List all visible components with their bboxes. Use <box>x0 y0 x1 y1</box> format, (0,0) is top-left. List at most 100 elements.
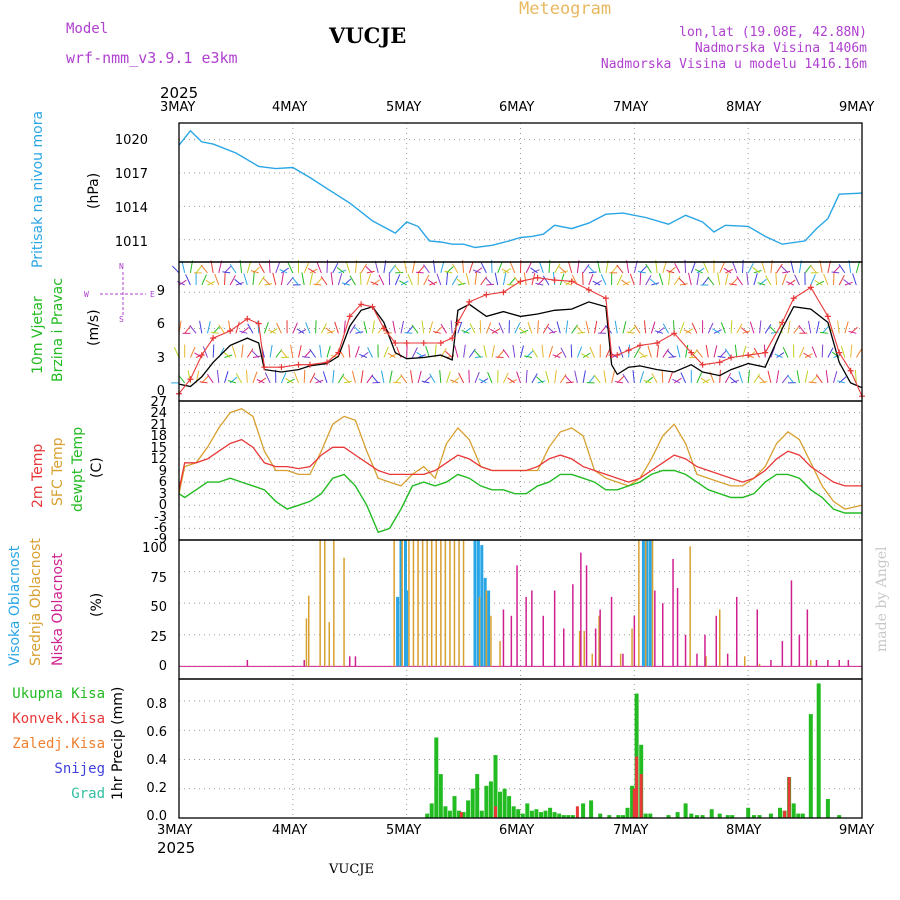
wind-arrow <box>258 275 265 286</box>
precip-bar <box>700 815 705 818</box>
wind-arrow <box>738 371 743 384</box>
wind-arrow <box>809 264 817 274</box>
precip-bar <box>543 810 548 818</box>
year-label-top: 2025 <box>160 84 199 102</box>
wind-arrow <box>337 373 345 384</box>
precip-bar <box>837 815 842 818</box>
year-label-bottom: 2025 <box>157 839 196 857</box>
wind-arrow <box>804 353 813 358</box>
wind-arrow <box>474 371 480 384</box>
wind-arrow <box>654 330 663 334</box>
wind-arrow <box>759 381 768 384</box>
wind-arrow <box>322 371 328 384</box>
cloud-bar <box>458 540 460 667</box>
wind-gust-marker <box>807 284 814 291</box>
wind-arrow <box>252 272 255 286</box>
wind-arrow <box>287 262 294 274</box>
wind-arrow <box>523 272 527 286</box>
cloud-bar <box>648 540 652 667</box>
wind-arrow <box>343 320 346 334</box>
precip-bar <box>466 800 471 818</box>
cloud-bar <box>572 584 574 667</box>
wind-arrow <box>269 327 278 334</box>
wind-arrow <box>685 344 689 358</box>
wind-arrow <box>581 353 590 358</box>
wind-arrow <box>565 320 569 334</box>
wind-arrow <box>720 322 726 334</box>
wind-arrow <box>394 375 403 384</box>
precip-legend-total: Ukupna Kisa <box>12 686 105 702</box>
wind-arrow <box>719 262 725 274</box>
precip-bar <box>498 791 502 818</box>
wind-gust-marker <box>762 349 769 356</box>
wind-arrow <box>775 271 778 286</box>
wind-arrow <box>753 373 761 384</box>
cloud-bar <box>421 540 424 667</box>
wind-arrow <box>645 275 652 286</box>
precip-bar <box>525 803 530 818</box>
temp-tick: 21 <box>150 418 167 433</box>
wind-arrow <box>833 265 841 274</box>
wind-arrow <box>216 370 220 383</box>
day-label-top: 7MAY <box>613 100 649 115</box>
wind-arrow <box>542 275 550 286</box>
wind-arrow <box>336 267 345 274</box>
wind-arrow <box>702 276 710 286</box>
wind-arrow <box>313 377 322 384</box>
wind-arrow <box>243 273 248 286</box>
cloud-bar <box>591 653 593 667</box>
wind-arrow <box>767 370 772 384</box>
wind-arrow <box>637 271 646 274</box>
precip-bar <box>479 810 484 818</box>
altitude: Nadmorska Visina 1406m <box>694 41 867 56</box>
cloud-bar <box>672 559 674 667</box>
wind-arrow <box>582 370 586 383</box>
wind-arrow <box>559 273 565 286</box>
wind-arrow <box>501 268 510 274</box>
temp-tick: 3 <box>158 487 167 502</box>
wind-arrow <box>781 374 789 384</box>
pressure-tick: 1011 <box>114 235 148 250</box>
wind-arrow <box>241 344 244 358</box>
wind-arrow <box>309 348 317 358</box>
model-altitude: Nadmorska Visina u modelu 1416.16m <box>600 57 867 72</box>
precip-bar <box>607 815 612 818</box>
precip-bar <box>768 813 773 818</box>
wind-arrow <box>815 374 823 384</box>
temp-tick: 12 <box>150 452 167 467</box>
wind-arrow <box>585 320 590 334</box>
wind-arrow <box>207 321 211 334</box>
wind-arrow <box>541 344 544 358</box>
temp-tick: 9 <box>158 464 167 479</box>
wind-gust-marker <box>369 303 376 310</box>
cloud-bar <box>516 565 518 667</box>
cloud-bar <box>485 590 488 667</box>
wind-arrow <box>804 370 809 384</box>
wind-arrow <box>746 272 749 286</box>
temp-tick: -9 <box>154 532 167 547</box>
wind-arrow <box>218 324 225 334</box>
wind-arrow <box>285 377 294 384</box>
wind-arrow <box>814 280 823 286</box>
wind-arrow <box>320 276 328 286</box>
wind-arrow <box>199 320 203 334</box>
wind-arrow <box>326 345 331 358</box>
precip-bar <box>475 774 480 818</box>
wind-arrow <box>821 344 824 358</box>
wind-arrow <box>421 380 430 384</box>
wind-arrow <box>781 273 787 286</box>
wind-arrow <box>423 264 430 274</box>
temp-tick: -3 <box>154 510 167 525</box>
wind-gust-marker <box>306 361 313 368</box>
wind-arrow <box>432 331 441 334</box>
cloud-bar <box>645 540 649 667</box>
wind-arrow <box>404 332 413 334</box>
day-label-bottom: 7MAY <box>613 823 649 838</box>
wind-arrow <box>837 320 840 334</box>
wind-arrow <box>838 274 845 286</box>
precip-bar <box>575 806 579 818</box>
wind-arrow <box>199 381 208 384</box>
wind-arrow <box>229 275 236 286</box>
precip-bar <box>557 813 562 818</box>
precip-bar <box>648 813 653 818</box>
